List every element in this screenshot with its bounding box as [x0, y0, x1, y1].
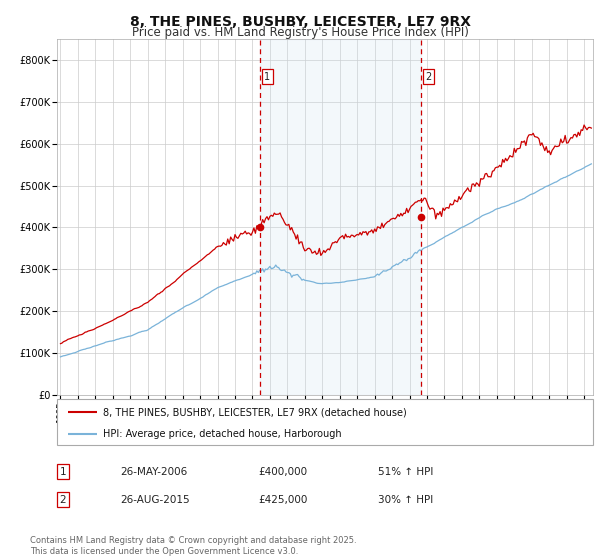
Text: £425,000: £425,000: [258, 494, 307, 505]
Text: 26-MAY-2006: 26-MAY-2006: [120, 466, 187, 477]
Text: £400,000: £400,000: [258, 466, 307, 477]
Text: 30% ↑ HPI: 30% ↑ HPI: [378, 494, 433, 505]
Text: 51% ↑ HPI: 51% ↑ HPI: [378, 466, 433, 477]
Text: 8, THE PINES, BUSHBY, LEICESTER, LE7 9RX (detached house): 8, THE PINES, BUSHBY, LEICESTER, LE7 9RX…: [103, 407, 406, 417]
Text: 26-AUG-2015: 26-AUG-2015: [120, 494, 190, 505]
Text: Contains HM Land Registry data © Crown copyright and database right 2025.
This d: Contains HM Land Registry data © Crown c…: [30, 536, 356, 556]
Text: 1: 1: [59, 466, 67, 477]
Text: 8, THE PINES, BUSHBY, LEICESTER, LE7 9RX: 8, THE PINES, BUSHBY, LEICESTER, LE7 9RX: [130, 15, 470, 29]
Text: HPI: Average price, detached house, Harborough: HPI: Average price, detached house, Harb…: [103, 429, 341, 438]
Text: 2: 2: [59, 494, 67, 505]
Text: Price paid vs. HM Land Registry's House Price Index (HPI): Price paid vs. HM Land Registry's House …: [131, 26, 469, 39]
Bar: [260, 39, 421, 395]
Text: 2: 2: [425, 72, 431, 82]
Text: 1: 1: [264, 72, 270, 82]
